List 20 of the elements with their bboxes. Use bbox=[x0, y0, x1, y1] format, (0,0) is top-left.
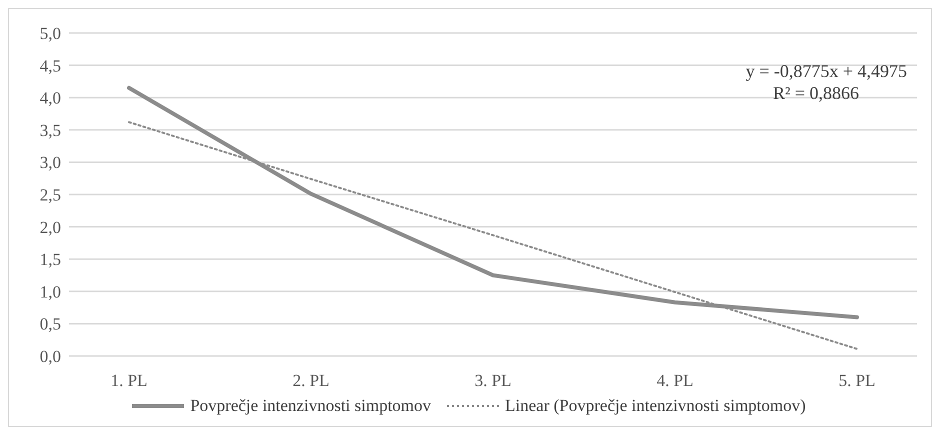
y-tick-label: 0,0 bbox=[40, 347, 61, 366]
y-tick-label: 4,0 bbox=[40, 88, 61, 108]
legend-label: Povprečje intenzivnosti simptomov bbox=[190, 396, 432, 416]
x-tick-label: 2. PL bbox=[292, 371, 330, 390]
x-tick-label: 5. PL bbox=[838, 371, 876, 390]
legend-label: Linear (Povprečje intenzivnosti simptomov) bbox=[505, 396, 806, 416]
y-tick-label: 1,0 bbox=[40, 282, 61, 302]
y-tick-label: 5,0 bbox=[40, 24, 61, 44]
y-tick-label: 0,5 bbox=[40, 314, 61, 334]
y-tick-label: 3,0 bbox=[40, 153, 61, 172]
y-tick-label: 4,5 bbox=[40, 56, 61, 76]
y-tick-label: 2,5 bbox=[40, 186, 61, 205]
x-tick-label: 1. PL bbox=[110, 371, 148, 390]
x-tick-label: 4. PL bbox=[656, 371, 694, 390]
annotation: y = -0,8775x + 4,4975 bbox=[746, 61, 907, 81]
annotation: R² = 0,8866 bbox=[772, 83, 859, 103]
y-tick-label: 3,5 bbox=[40, 120, 61, 140]
x-tick-label: 3. PL bbox=[474, 371, 512, 390]
y-tick-label: 2,0 bbox=[40, 218, 61, 237]
y-tick-label: 1,5 bbox=[40, 250, 61, 270]
